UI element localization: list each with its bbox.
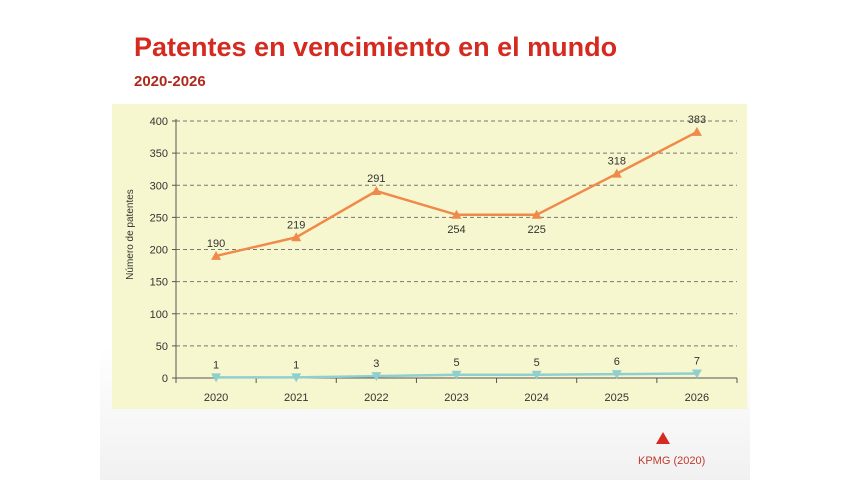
triangle-up-icon — [656, 432, 670, 444]
y-tick-label: 0 — [162, 373, 168, 385]
data-point — [371, 372, 382, 382]
page-title: Patentes en vencimiento en el mundo — [134, 32, 618, 62]
data-label: 3 — [373, 358, 379, 370]
data-point — [211, 373, 222, 383]
data-point — [691, 126, 702, 136]
data-label: 291 — [367, 173, 385, 185]
y-tick-label: 50 — [156, 341, 168, 353]
x-tick-label: 2020 — [204, 392, 228, 404]
data-label: 219 — [287, 219, 305, 231]
data-point — [531, 209, 542, 219]
data-label: 190 — [207, 238, 225, 250]
data-label: 7 — [694, 356, 700, 368]
y-tick-label: 300 — [150, 180, 168, 192]
page-subtitle: 2020-2026 — [134, 73, 206, 90]
data-label: 6 — [614, 356, 620, 368]
data-label: 1 — [293, 359, 299, 371]
data-label: 254 — [447, 224, 465, 236]
data-point — [451, 209, 462, 219]
data-point — [611, 168, 622, 178]
y-tick-label: 250 — [150, 212, 168, 224]
x-tick-label: 2026 — [685, 392, 709, 404]
series-line-1 — [215, 130, 698, 258]
y-tick-label: 150 — [150, 277, 168, 289]
y-tick-label: 350 — [150, 148, 168, 160]
x-tick-label: 2025 — [605, 392, 629, 404]
data-label: 1 — [213, 359, 219, 371]
data-label: 5 — [453, 357, 459, 369]
data-point — [691, 369, 702, 379]
data-point — [611, 370, 622, 380]
data-point — [291, 373, 302, 383]
data-label: 318 — [608, 156, 626, 168]
y-axis-label: Número de patentes — [125, 189, 136, 280]
x-tick-label: 2024 — [524, 392, 548, 404]
data-label: 5 — [534, 357, 540, 369]
data-label: 225 — [527, 224, 545, 236]
data-point — [531, 370, 542, 380]
x-tick-label: 2022 — [364, 392, 388, 404]
x-tick-label: 2023 — [444, 392, 468, 404]
y-tick-label: 200 — [150, 245, 168, 257]
x-tick-label: 2021 — [284, 392, 308, 404]
data-point — [451, 370, 462, 380]
data-point — [291, 232, 302, 242]
y-tick-label: 100 — [150, 309, 168, 321]
data-label: 383 — [688, 114, 706, 126]
source-label: KPMG (2020) — [638, 455, 706, 467]
data-point — [371, 186, 382, 196]
y-tick-label: 400 — [150, 116, 168, 128]
data-point — [211, 250, 222, 260]
